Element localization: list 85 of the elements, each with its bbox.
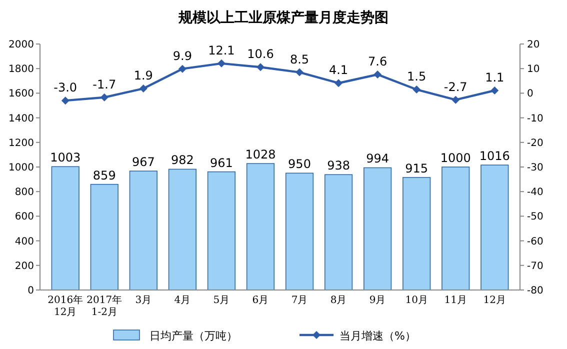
data-label: 1028 bbox=[245, 148, 276, 162]
data-label: 994 bbox=[366, 152, 390, 166]
data-label: 1.9 bbox=[134, 68, 153, 83]
chart-title: 规模以上工业原煤产量月度走势图 bbox=[178, 9, 388, 26]
data-label: -3.0 bbox=[54, 80, 78, 95]
data-label: 950 bbox=[288, 157, 311, 172]
bar bbox=[246, 163, 275, 290]
data-label: 859 bbox=[92, 168, 116, 182]
data-label: 9.9 bbox=[172, 48, 192, 63]
y2-tick-label: -60 bbox=[527, 236, 544, 248]
y-tick-label: 800 bbox=[14, 187, 34, 198]
point bbox=[452, 96, 460, 104]
data-label: 10.6 bbox=[247, 47, 274, 62]
point bbox=[178, 64, 186, 73]
x-tick-label: 2017年 1-2月 bbox=[86, 294, 122, 318]
y2-tick-label: -70 bbox=[527, 260, 544, 272]
data-label: 1000 bbox=[440, 151, 471, 165]
legend-label: 日均产量（万吨） bbox=[150, 329, 238, 342]
data-label: 1.5 bbox=[407, 70, 426, 84]
y2-tick-label: -40 bbox=[527, 187, 544, 198]
y-tick-label: 200 bbox=[14, 260, 34, 272]
x-tick-label: 9月 bbox=[369, 295, 386, 306]
y-tick-label: 1000 bbox=[8, 162, 34, 174]
y2-tick-label: -20 bbox=[527, 138, 544, 149]
data-label: 1.1 bbox=[485, 70, 504, 84]
data-label: -1.7 bbox=[92, 77, 116, 92]
data-label: 967 bbox=[132, 155, 155, 170]
point bbox=[256, 63, 264, 72]
point bbox=[139, 84, 148, 93]
bar bbox=[480, 164, 509, 290]
x-tick-label: 10月 bbox=[405, 295, 428, 306]
bar bbox=[129, 170, 158, 290]
y-tick-label: 1400 bbox=[8, 113, 34, 124]
data-label: 982 bbox=[170, 153, 194, 168]
y2-tick-label: 20 bbox=[527, 40, 540, 50]
bar bbox=[90, 184, 118, 290]
data-label: 961 bbox=[210, 156, 233, 170]
y2-tick-label: -30 bbox=[527, 162, 544, 174]
x-tick-label: 11月 bbox=[444, 295, 467, 306]
y2-tick-label: -80 bbox=[527, 286, 544, 296]
data-label: 8.5 bbox=[290, 52, 310, 66]
point bbox=[100, 93, 108, 102]
point bbox=[374, 70, 382, 79]
data-label: 1003 bbox=[50, 150, 81, 165]
bar bbox=[442, 166, 470, 290]
bar bbox=[324, 174, 353, 290]
bar bbox=[51, 166, 80, 290]
x-tick-label: 4月 bbox=[174, 295, 191, 306]
y2-tick-label: 10 bbox=[527, 64, 540, 76]
y-tick-label: 1200 bbox=[8, 138, 34, 149]
y-tick-label: 600 bbox=[14, 212, 34, 223]
point bbox=[61, 96, 70, 105]
data-label: 12.1 bbox=[208, 43, 235, 58]
legend-label: 当月增速（%） bbox=[340, 329, 416, 342]
data-label: 4.1 bbox=[328, 63, 348, 78]
x-tick-label: 3月 bbox=[135, 295, 152, 306]
point bbox=[412, 86, 421, 94]
point bbox=[217, 59, 226, 68]
y-tick-label: 0 bbox=[28, 286, 34, 296]
data-label: 915 bbox=[405, 161, 428, 176]
y2-tick-label: -50 bbox=[527, 212, 544, 223]
bar bbox=[207, 171, 236, 290]
point bbox=[296, 68, 304, 76]
bar bbox=[168, 168, 196, 290]
bar bbox=[285, 172, 314, 290]
data-label: 1016 bbox=[479, 149, 510, 164]
x-tick-label: 7月 bbox=[291, 295, 308, 306]
y2-tick-label: 0 bbox=[527, 88, 534, 100]
bar bbox=[364, 167, 392, 290]
x-tick-label: 12月 bbox=[483, 295, 506, 306]
data-label: -2.7 bbox=[444, 80, 468, 94]
x-tick-label: 6月 bbox=[252, 295, 269, 306]
x-tick-label: 5月 bbox=[213, 295, 230, 306]
y-tick-label: 1600 bbox=[8, 88, 34, 100]
y-tick-label: 2000 bbox=[8, 40, 34, 50]
point bbox=[490, 86, 499, 94]
bar bbox=[402, 177, 431, 290]
y-tick-label: 1800 bbox=[8, 64, 34, 76]
data-label: 7.6 bbox=[368, 54, 388, 69]
point bbox=[334, 79, 343, 88]
data-label: 938 bbox=[327, 158, 350, 173]
x-tick-label: 2016年 12月 bbox=[48, 294, 84, 318]
y-tick-label: 400 bbox=[14, 236, 34, 248]
x-tick-label: 8月 bbox=[330, 295, 347, 306]
y2-tick-label: -10 bbox=[527, 113, 544, 124]
